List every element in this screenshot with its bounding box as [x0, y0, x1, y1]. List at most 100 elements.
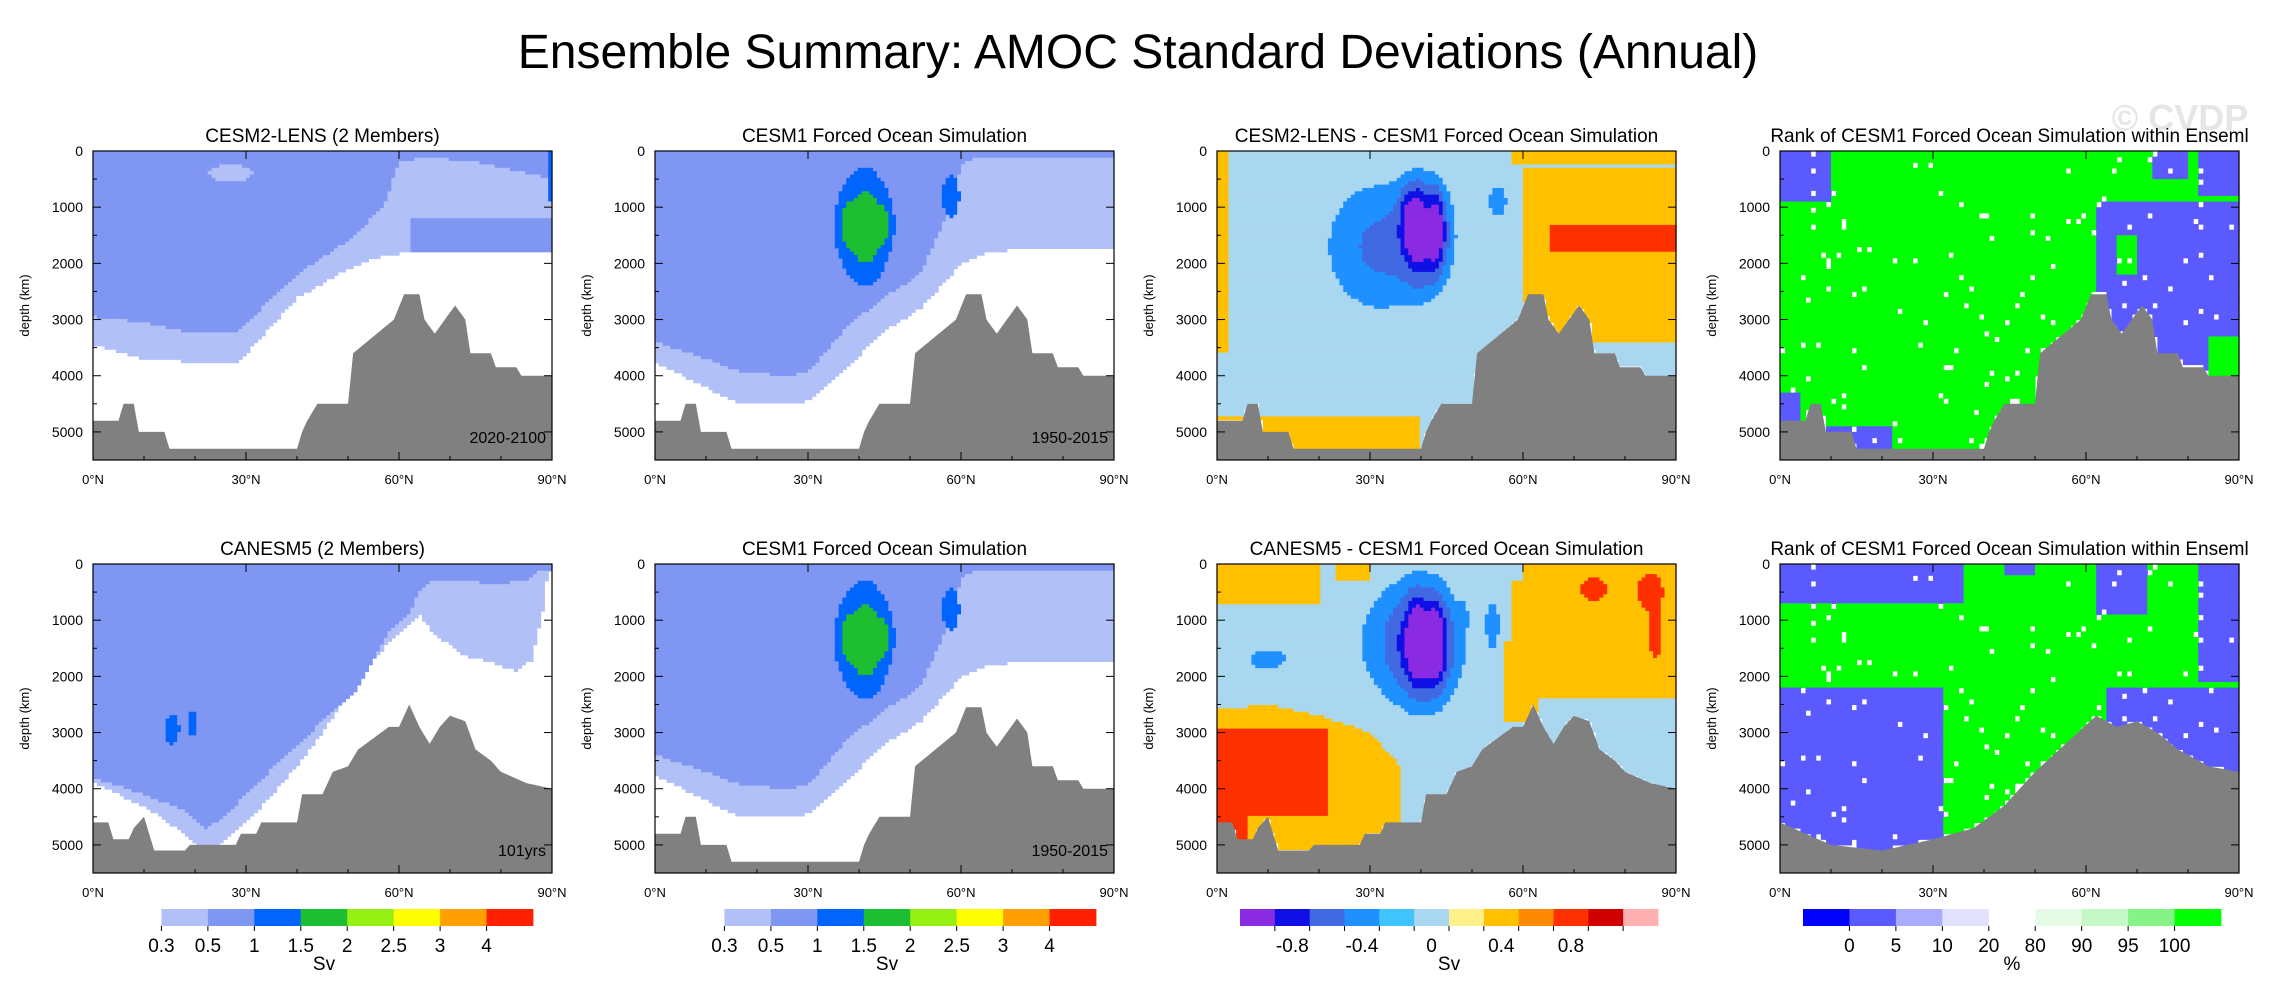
field-cell: [1228, 184, 1375, 189]
field-cell: [410, 218, 553, 223]
field-cell: [1892, 426, 1990, 433]
field-cell: [1963, 614, 2097, 621]
field-cell: [1362, 647, 1386, 652]
field-cell: [880, 658, 893, 662]
field-cell: [93, 288, 282, 293]
field-cell: [1523, 298, 1528, 303]
field-cell: [322, 718, 331, 723]
field-cell: [846, 684, 882, 689]
field-cell: [655, 359, 713, 364]
field-cell: [655, 355, 702, 360]
field-cell: [1327, 802, 1402, 807]
field-cell: [93, 681, 362, 686]
field-cell: [2152, 325, 2240, 332]
field-cell: [112, 782, 259, 787]
field-cell: [1335, 577, 1371, 582]
field-cell: [655, 651, 836, 656]
field-cell: [1780, 229, 2031, 236]
field-cell: [1511, 607, 1646, 612]
field-cell: [892, 198, 943, 202]
field-cell: [2096, 235, 2118, 242]
field-cell: [1392, 701, 1448, 706]
field-cell: [666, 365, 729, 370]
field-cell: [838, 664, 855, 669]
field-cell: [93, 587, 423, 592]
field-cell: [1442, 678, 1448, 683]
field-cell: [1984, 313, 2041, 321]
colorbar-swatch: [161, 909, 209, 926]
field-cell: [1523, 177, 1677, 182]
field-cell: [655, 167, 859, 172]
y-axis-label: depth (km): [579, 687, 594, 749]
field-cell: [1331, 261, 1367, 266]
field-cell: [1217, 745, 1329, 750]
field-cell: [957, 624, 1115, 629]
field-cell: [1897, 833, 1944, 840]
field-cell: [349, 238, 412, 243]
field-cell: [93, 302, 266, 307]
field-cell: [842, 208, 886, 213]
field-cell: [834, 634, 844, 639]
field-cell: [853, 664, 878, 669]
field-cell: [184, 809, 232, 814]
field-cell: [1922, 342, 2051, 349]
field-cell: [1370, 674, 1394, 679]
field-cell: [93, 674, 366, 679]
field-cell: [1989, 212, 2031, 220]
field-cell: [2035, 625, 2082, 633]
field-cell: [1800, 392, 1842, 399]
field-cell: [1523, 275, 1677, 280]
field-cell: [246, 177, 392, 182]
field-cell: [93, 161, 400, 166]
field-cell: [834, 654, 847, 659]
field-cell: [1396, 634, 1406, 639]
field-cell: [2198, 642, 2240, 649]
field-cell: [249, 174, 396, 179]
field-cell: [926, 258, 970, 263]
field-cell: [1446, 580, 1513, 585]
field-cell: [1595, 742, 1677, 746]
field-cell: [918, 271, 954, 276]
field-cell: [1442, 255, 1448, 260]
field-cell: [1404, 245, 1444, 249]
field-cell: [1503, 204, 1524, 209]
y-tick-label: 0: [1762, 556, 1770, 572]
field-cell: [842, 234, 889, 239]
field-cell: [165, 731, 178, 736]
field-cell: [1419, 177, 1444, 182]
field-cell: [2182, 749, 2240, 756]
field-cell: [2121, 569, 2148, 576]
y-tick-label: 0: [637, 556, 645, 572]
field-cell: [1400, 795, 1428, 800]
field-cell: [93, 634, 389, 639]
field-cell: [1442, 577, 1524, 582]
field-cell: [655, 684, 847, 689]
field-cell: [1217, 691, 1383, 696]
field-cell: [1228, 278, 1340, 283]
field-cell: [1412, 255, 1440, 260]
field-cell: [1523, 271, 1677, 276]
field-cell: [834, 231, 844, 236]
field-cell: [93, 691, 354, 696]
field-cell: [1591, 728, 1677, 733]
field-cell: [655, 570, 974, 575]
field-cell: [1442, 634, 1448, 639]
field-cell: [655, 688, 851, 693]
field-cell: [915, 275, 951, 280]
colorbar-label: 20: [1978, 936, 1999, 957]
field-cell: [1999, 336, 2056, 343]
field-cell: [892, 654, 935, 659]
field-cell: [1511, 600, 1643, 605]
field-cell: [1595, 738, 1677, 743]
field-cell: [1815, 224, 1842, 231]
field-cell: [1217, 238, 1230, 243]
field-cell: [1523, 228, 1551, 233]
field-cell: [1780, 308, 1898, 315]
field-cell: [926, 668, 977, 673]
field-cell: [196, 731, 312, 736]
field-cell: [509, 167, 549, 172]
field-cell: [1442, 228, 1448, 233]
field-cell: [655, 661, 840, 666]
field-cell: [2121, 670, 2128, 677]
field-cell: [410, 248, 553, 253]
